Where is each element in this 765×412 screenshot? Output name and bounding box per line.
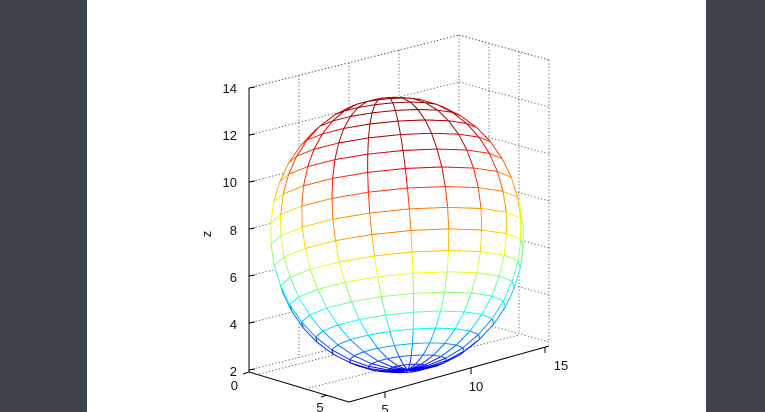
- x-tick-label: 15: [554, 358, 568, 373]
- mesh-face: [412, 310, 442, 330]
- mesh-face: [397, 119, 432, 136]
- left-dark-panel: [0, 0, 87, 412]
- x-tick-label: 10: [469, 379, 483, 394]
- grid-line: [248, 34, 460, 89]
- figure-window: 14 12 10 8 6 4 2 z 0 5 5 10 15: [87, 0, 706, 412]
- axes-lines: [242, 86, 550, 403]
- y-tick-label: 5: [316, 400, 323, 412]
- y-tick-label: 0: [231, 378, 238, 393]
- right-dark-panel: [706, 0, 765, 412]
- z-tick-label: 2: [230, 364, 237, 379]
- y-tick: [242, 371, 250, 375]
- mesh-face: [444, 186, 482, 209]
- mesh-face: [410, 228, 450, 253]
- z-axis-label: z: [199, 231, 214, 238]
- z-tick-label: 4: [230, 317, 237, 332]
- ellipsoid-mesh: [270, 96, 524, 374]
- z-tick-label: 14: [223, 81, 237, 96]
- mesh-face: [406, 186, 449, 210]
- grid-line: [308, 334, 520, 389]
- y-axis-line: [248, 371, 350, 403]
- z-tick: [248, 368, 256, 371]
- mesh-face: [443, 271, 478, 294]
- mesh-face: [476, 251, 505, 277]
- mesh-face: [404, 166, 446, 189]
- z-tick: [248, 321, 256, 324]
- grid-line: [458, 81, 550, 108]
- mesh-face: [448, 228, 483, 252]
- z-tick-label: 8: [230, 223, 237, 238]
- mesh-face: [412, 291, 445, 313]
- z-tick: [248, 86, 256, 89]
- surface-plot: 14 12 10 8 6 4 2 z 0 5 5 10 15: [199, 34, 568, 412]
- z-tick-label: 12: [223, 128, 237, 143]
- x-tick-label: 5: [381, 402, 388, 412]
- z-tick: [248, 133, 256, 136]
- mesh-face: [446, 250, 481, 274]
- mesh-face: [408, 206, 450, 231]
- y-tick: [320, 394, 328, 398]
- mesh-face: [411, 250, 449, 274]
- x-axis-line: [348, 345, 550, 403]
- z-tick-label: 10: [223, 175, 237, 190]
- mesh-face: [412, 271, 448, 294]
- mesh-face: [402, 148, 443, 169]
- mesh-face: [441, 166, 479, 189]
- mesh-face: [436, 148, 474, 169]
- z-tick: [248, 180, 256, 183]
- z-tick: [248, 274, 256, 277]
- mesh-face: [369, 208, 412, 235]
- mesh-face: [479, 229, 507, 256]
- mesh-face: [480, 208, 507, 235]
- z-tick-label: 6: [230, 270, 237, 285]
- mesh-face: [447, 206, 483, 231]
- grid-line: [458, 34, 550, 61]
- mesh-face: [400, 132, 438, 151]
- grid-line: [248, 81, 460, 136]
- z-tick: [248, 227, 256, 230]
